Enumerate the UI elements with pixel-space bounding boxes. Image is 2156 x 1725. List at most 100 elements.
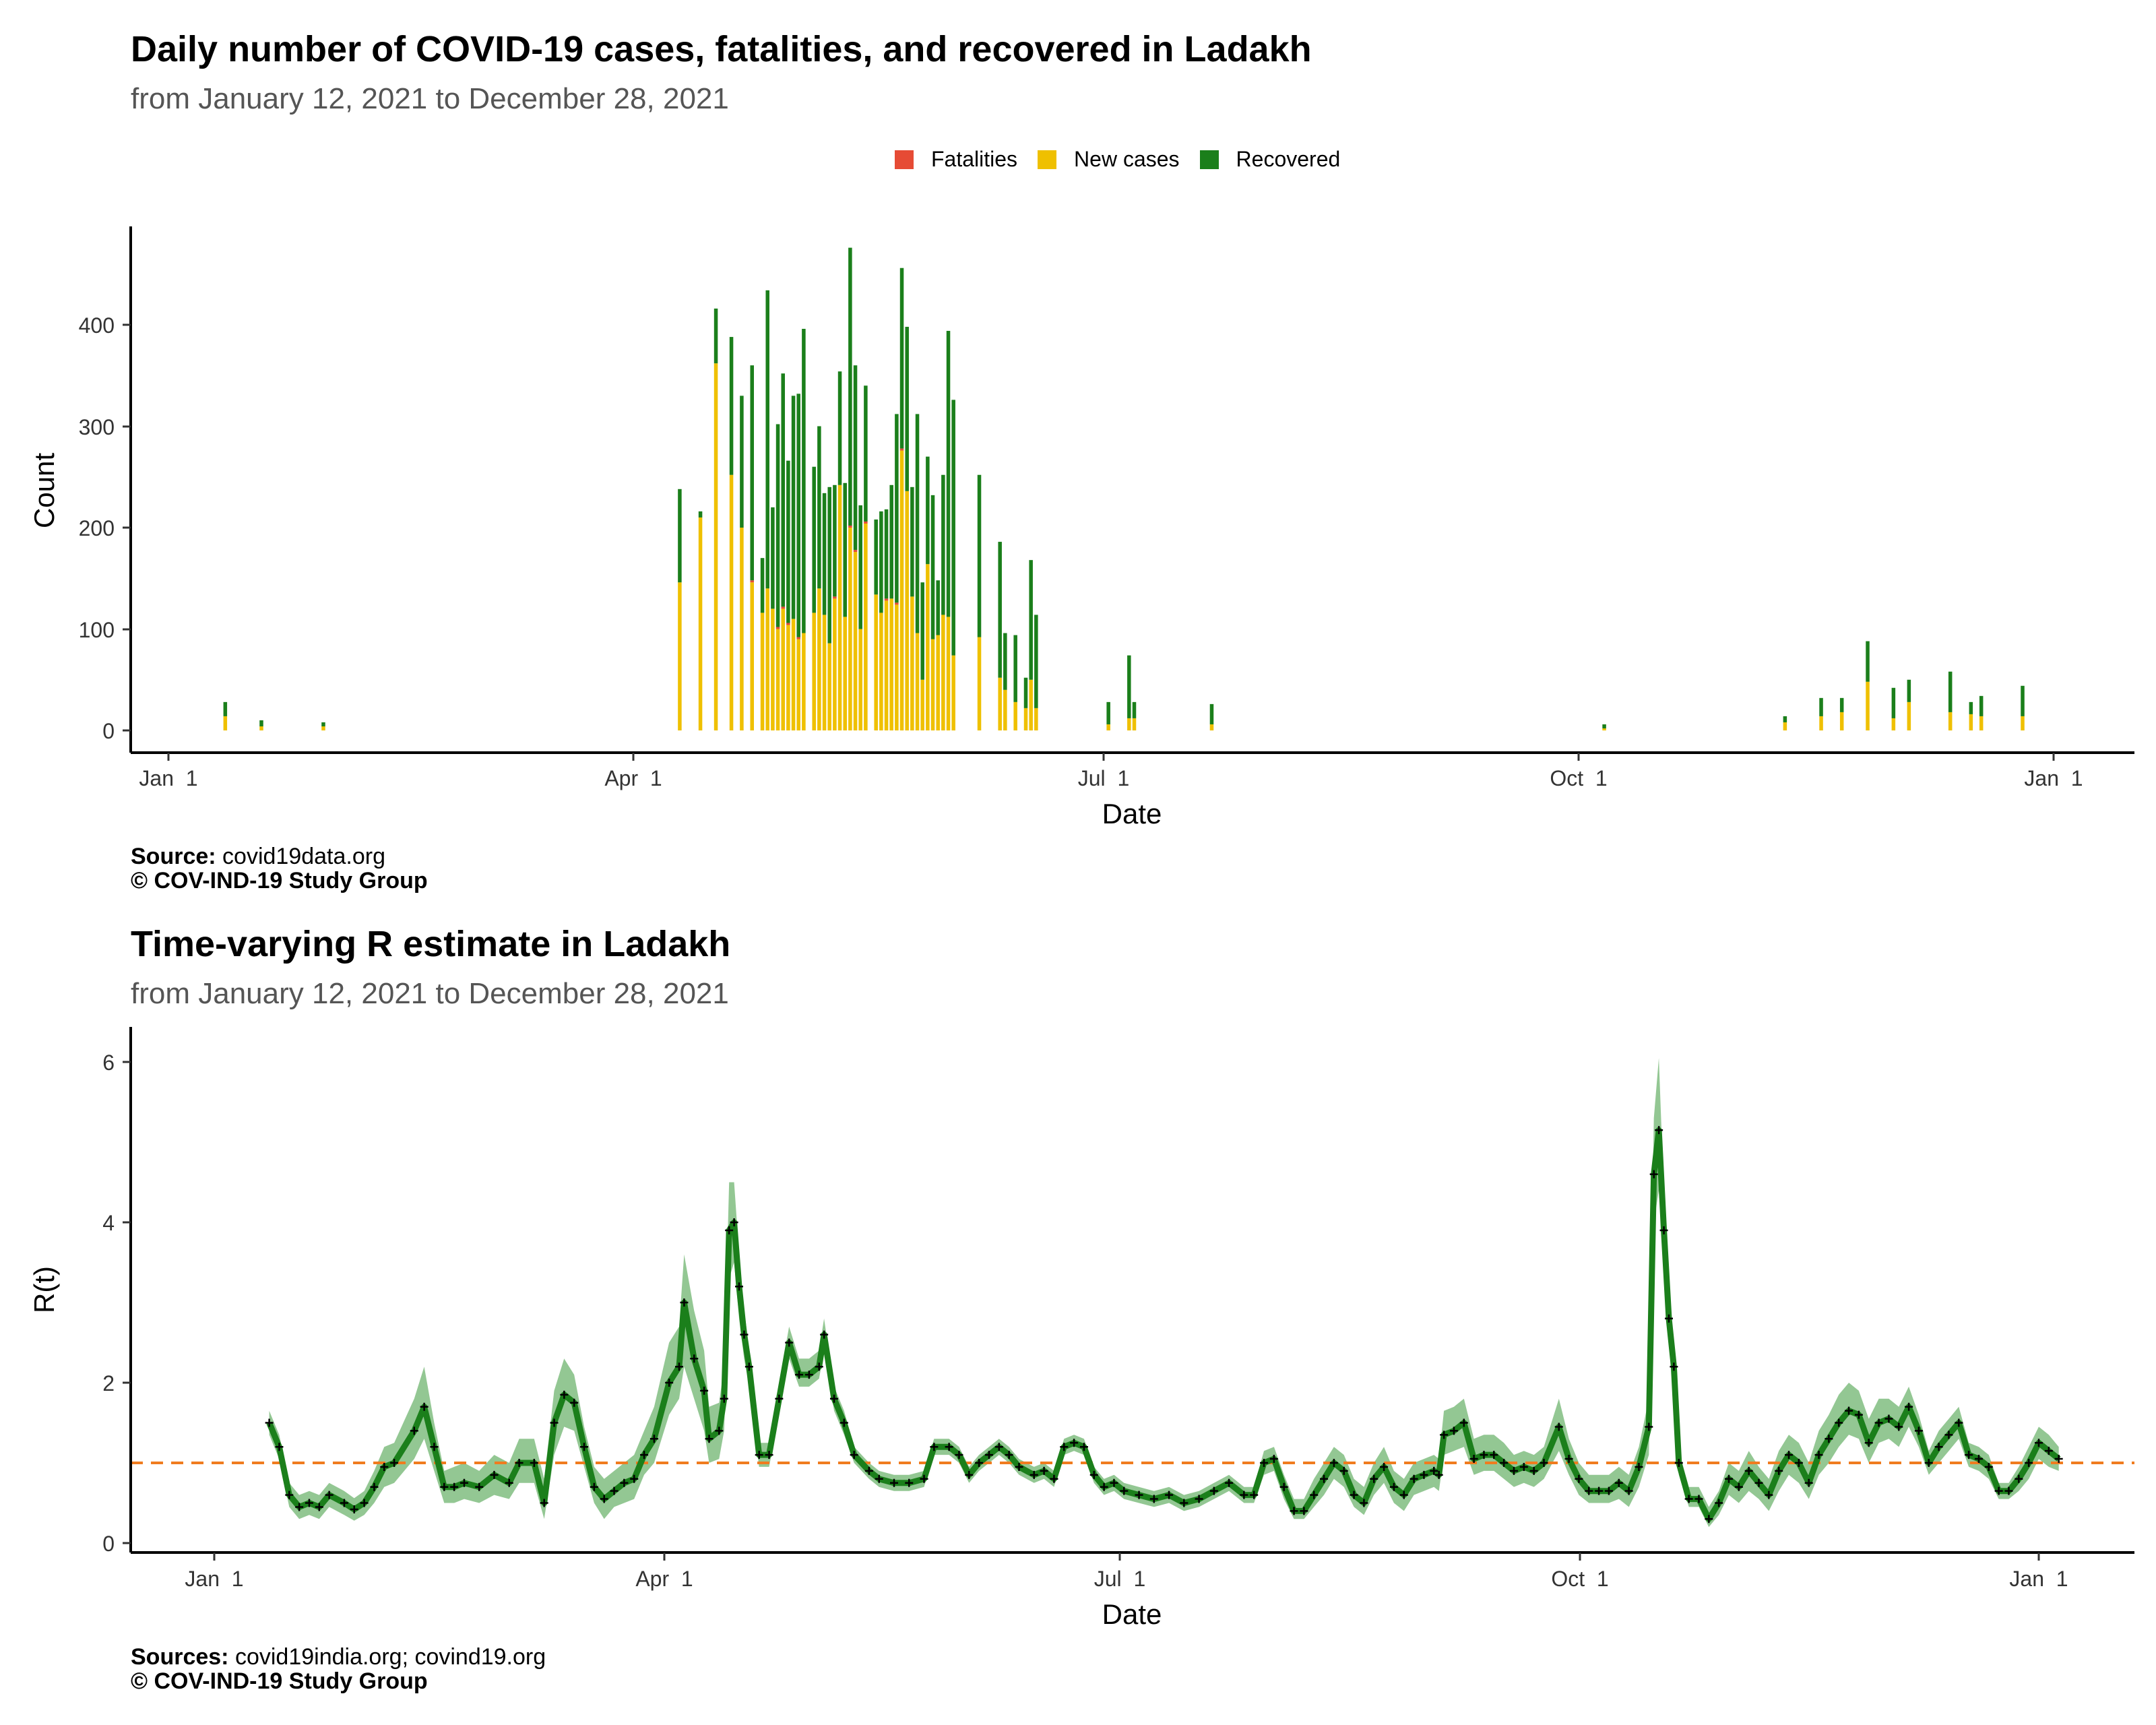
rt-point — [420, 1402, 429, 1411]
bar-recovered — [698, 511, 703, 518]
rt-point — [1500, 1459, 1509, 1467]
rt-point — [560, 1390, 569, 1399]
bar-recovered — [895, 414, 899, 603]
bar-new-cases — [864, 523, 868, 730]
rt-point — [1434, 1470, 1443, 1479]
rt-point — [1339, 1466, 1348, 1475]
rt-point — [1180, 1499, 1188, 1507]
bar-recovered — [1106, 701, 1110, 724]
bar-new-cases — [802, 633, 806, 730]
rt-point — [1430, 1466, 1438, 1475]
rt-point — [1380, 1462, 1389, 1471]
rt-point — [550, 1418, 559, 1427]
bar-recovered — [941, 474, 945, 615]
rt-point — [315, 1503, 323, 1511]
rt-point — [1440, 1431, 1449, 1439]
bar-new-cases — [895, 604, 899, 730]
rt-x-tick-label: Jul 1 — [1094, 1567, 1145, 1591]
rt-point — [680, 1298, 689, 1307]
bar-new-cases — [827, 643, 831, 730]
bar-new-cases — [915, 633, 920, 730]
bar-new-cases — [1602, 728, 1606, 730]
bar-new-cases — [848, 528, 852, 730]
rt-point — [649, 1435, 658, 1443]
rt-point — [2015, 1474, 2023, 1483]
rt-point — [1529, 1466, 1538, 1475]
rt-point — [975, 1459, 984, 1467]
cases-source-text: covid19data.org — [222, 844, 385, 869]
rt-point — [1649, 1170, 1658, 1179]
bar-new-cases — [1132, 718, 1137, 730]
rt-point — [590, 1482, 598, 1491]
bar-recovered — [889, 484, 893, 599]
rt-point — [755, 1451, 763, 1460]
bar-new-cases — [879, 613, 883, 730]
rt-source-label: Sources: — [131, 1644, 229, 1670]
rt-point — [1370, 1474, 1378, 1483]
rt-point — [1389, 1482, 1398, 1491]
rt-point — [430, 1443, 439, 1451]
bar-new-cases — [905, 491, 909, 730]
cases-chart-subtitle: from January 12, 2021 to December 28, 20… — [131, 82, 729, 115]
bar-new-cases — [941, 615, 945, 730]
rt-point — [1835, 1418, 1843, 1427]
rt-y-tick-label: 2 — [102, 1371, 115, 1395]
rt-point — [1884, 1414, 1893, 1423]
bar-new-cases — [930, 639, 935, 730]
bar-recovered — [915, 414, 920, 633]
rt-copyright: © COV-IND-19 Study Group — [131, 1668, 428, 1694]
rt-y-tick-label: 6 — [102, 1050, 115, 1075]
rt-point — [1684, 1495, 1693, 1503]
rt-point — [540, 1499, 548, 1507]
bar-recovered — [760, 558, 765, 613]
rt-point — [1209, 1486, 1218, 1495]
rt-point — [1300, 1507, 1308, 1515]
rt-x-tick-label: Jan 1 — [185, 1567, 243, 1591]
rt-point — [1509, 1466, 1518, 1475]
rt-point — [820, 1330, 829, 1339]
rt-point — [1540, 1459, 1548, 1467]
bar-recovered — [848, 247, 852, 526]
bar-recovered — [951, 400, 955, 656]
bar-recovered — [678, 489, 682, 583]
rt-point — [700, 1386, 709, 1395]
cases-y-tick-label: 0 — [102, 719, 115, 743]
bar-new-cases — [1866, 681, 1870, 730]
rt-point — [1614, 1478, 1623, 1487]
rt-point — [1040, 1466, 1048, 1475]
bar-fatalities — [884, 598, 889, 601]
rt-point — [1725, 1474, 1734, 1483]
rt-point — [1864, 1439, 1873, 1447]
bar-recovered — [926, 456, 930, 565]
bar-recovered — [802, 329, 806, 633]
bar-recovered — [1948, 671, 1953, 712]
rt-point — [1670, 1362, 1678, 1371]
bar-recovered — [771, 507, 775, 609]
rt-point — [715, 1426, 724, 1435]
bar-new-cases — [729, 474, 734, 730]
rt-point — [1459, 1418, 1468, 1427]
rt-point — [459, 1478, 468, 1487]
legend-item-fatalities: Fatalities — [895, 147, 1017, 172]
rt-point — [1449, 1426, 1458, 1435]
rt-point — [875, 1474, 883, 1483]
bar-recovered — [765, 290, 769, 589]
rt-point — [890, 1478, 899, 1487]
rt-point — [690, 1354, 699, 1363]
rt-point — [965, 1470, 974, 1479]
legend-swatch-fatalities — [895, 150, 914, 169]
rt-points — [265, 1126, 2063, 1524]
bar-fatalities — [895, 602, 899, 605]
rt-point — [600, 1495, 608, 1503]
bar-new-cases — [791, 619, 796, 730]
rt-point — [1895, 1422, 1903, 1431]
bar-recovered — [864, 385, 868, 522]
bar-new-cases — [796, 639, 800, 730]
rt-point — [930, 1443, 939, 1451]
cases-source-line: Source: covid19data.org — [131, 844, 385, 870]
rt-point — [1350, 1491, 1358, 1499]
rt-point — [1934, 1443, 1943, 1451]
rt-point — [674, 1362, 683, 1371]
bar-new-cases — [1969, 714, 1973, 730]
